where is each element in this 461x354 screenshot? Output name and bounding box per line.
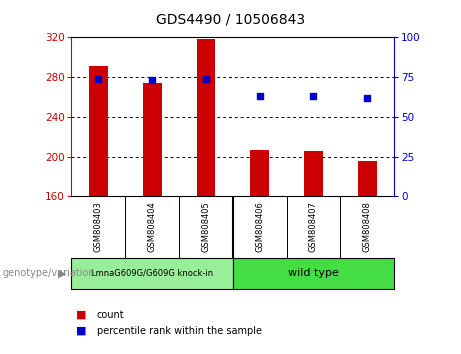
Text: LmnaG609G/G609G knock-in: LmnaG609G/G609G knock-in [91, 269, 213, 278]
Text: genotype/variation: genotype/variation [2, 268, 95, 279]
Point [202, 76, 210, 81]
Bar [358, 161, 377, 196]
Text: percentile rank within the sample: percentile rank within the sample [97, 326, 262, 336]
Point [310, 93, 317, 99]
Bar [89, 66, 108, 196]
Text: GSM808407: GSM808407 [309, 201, 318, 252]
Point [364, 95, 371, 101]
Text: count: count [97, 310, 124, 320]
Text: ■: ■ [76, 310, 87, 320]
Bar [143, 83, 161, 196]
Text: GSM808403: GSM808403 [94, 201, 103, 252]
Point [95, 76, 102, 81]
Bar [71, 258, 233, 289]
Text: ■: ■ [76, 326, 87, 336]
Text: GSM808405: GSM808405 [201, 201, 210, 252]
Text: GSM808406: GSM808406 [255, 201, 264, 252]
Point [256, 93, 263, 99]
Bar [304, 151, 323, 196]
Text: ▶: ▶ [58, 268, 66, 279]
Point [148, 77, 156, 83]
Text: GDS4490 / 10506843: GDS4490 / 10506843 [156, 12, 305, 27]
Bar [196, 39, 215, 196]
Bar [233, 258, 394, 289]
Bar [250, 150, 269, 196]
Text: GSM808404: GSM808404 [148, 201, 157, 252]
Text: wild type: wild type [288, 268, 339, 279]
Text: GSM808408: GSM808408 [363, 201, 372, 252]
